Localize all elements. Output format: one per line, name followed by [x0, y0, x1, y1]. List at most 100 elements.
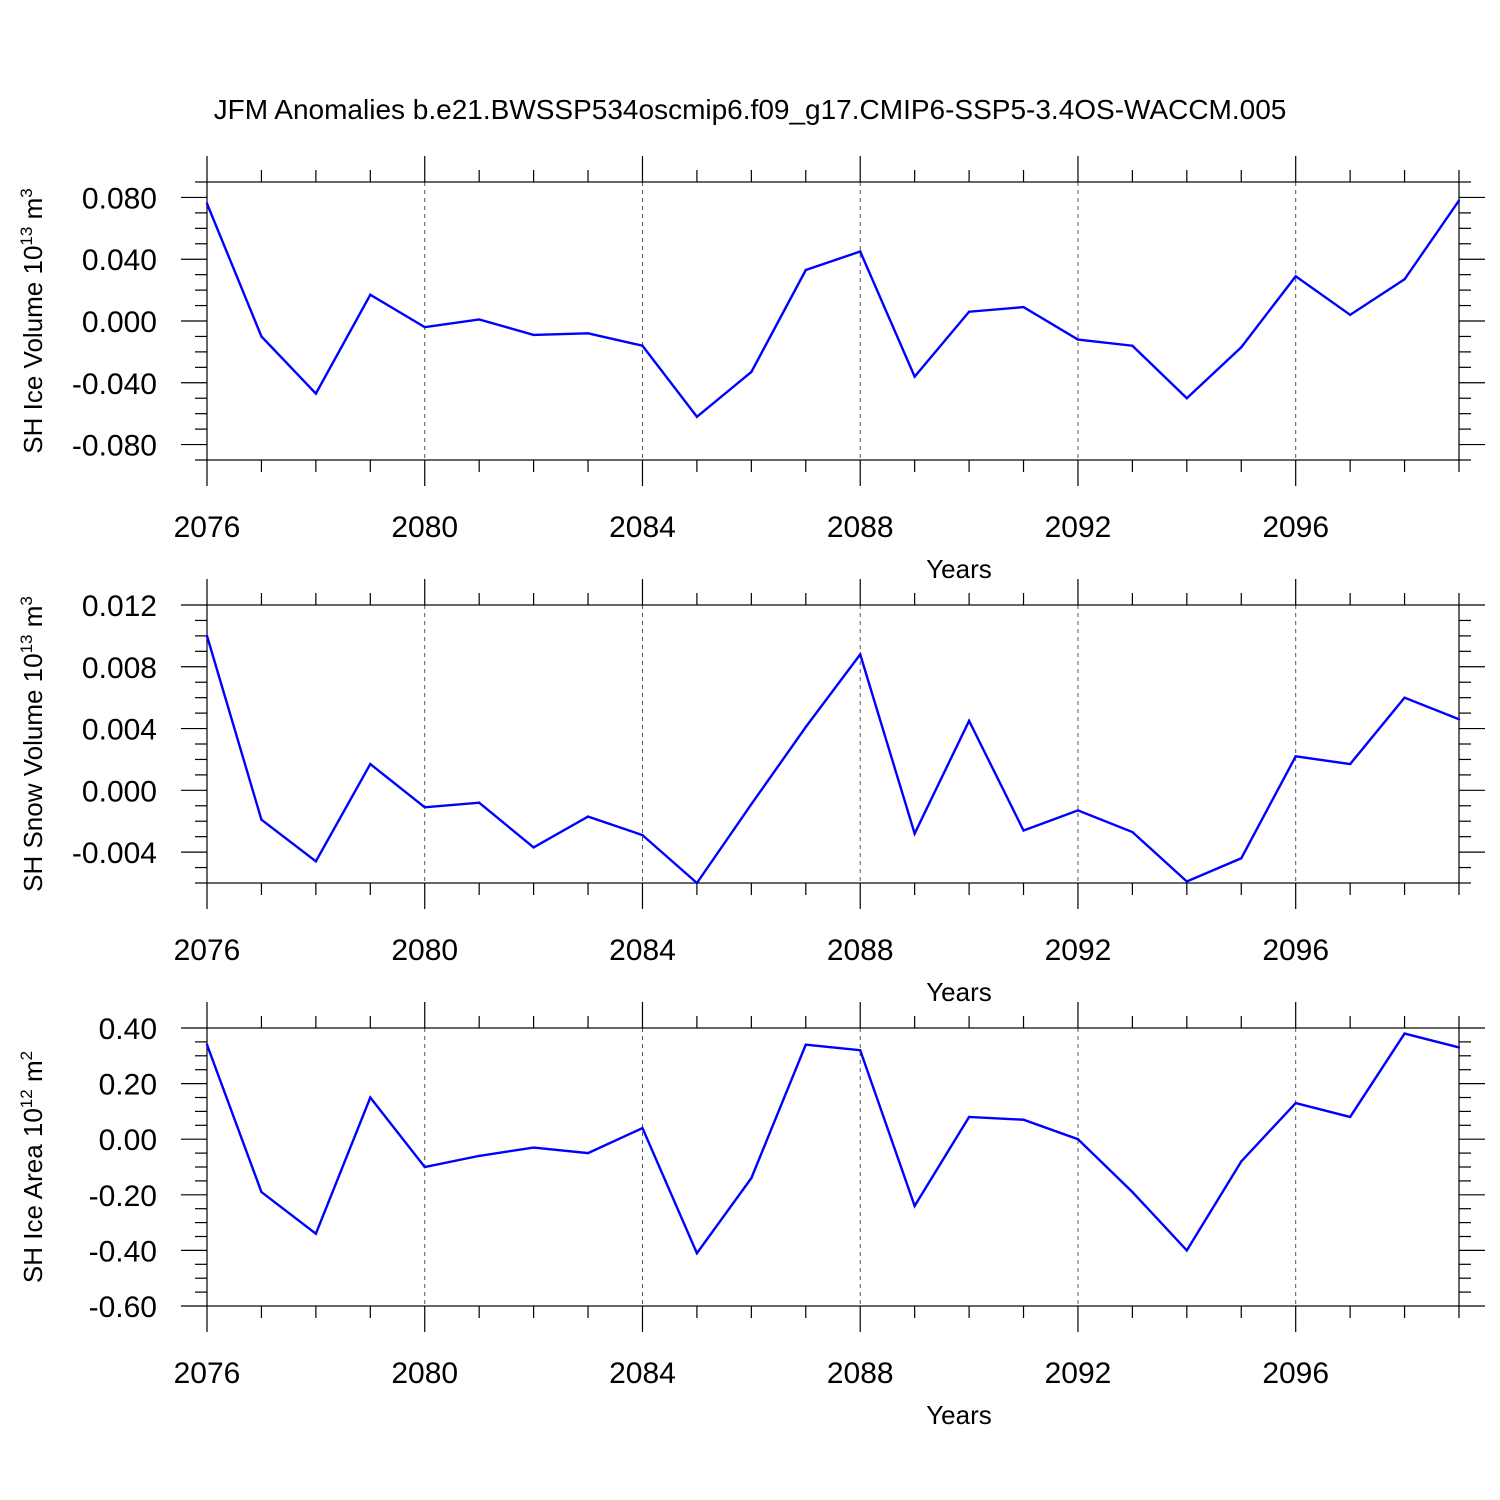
y-tick-label: 0.040 — [82, 244, 157, 277]
data-point — [205, 1043, 209, 1046]
data-point — [586, 815, 590, 818]
data-point — [859, 653, 862, 656]
y-tick-label: -0.60 — [89, 1291, 157, 1324]
plot-frame — [206, 1027, 1460, 1307]
plot-frame — [206, 181, 1460, 461]
x-tick-label: 2092 — [1045, 934, 1112, 967]
data-point — [314, 392, 318, 395]
data-point — [1403, 696, 1406, 699]
data-point — [1348, 762, 1352, 766]
y-tick-label: -0.004 — [72, 837, 157, 870]
data-point — [477, 801, 481, 804]
x-tick-label: 2092 — [1045, 1357, 1112, 1390]
x-tick-label: 2096 — [1262, 511, 1329, 544]
data-point — [1131, 344, 1134, 347]
y-tick-label: -0.080 — [72, 430, 157, 463]
data-point — [1076, 809, 1080, 812]
x-tick-label: 2080 — [391, 934, 458, 967]
data-point — [1348, 313, 1352, 317]
data-point — [1348, 1115, 1352, 1119]
x-tick-label: 2076 — [174, 1357, 241, 1390]
data-point — [1185, 397, 1189, 400]
y-tick-label: -0.20 — [89, 1180, 157, 1213]
x-axis-label: Years — [926, 554, 992, 584]
data-point — [205, 634, 209, 638]
data-point — [1185, 880, 1189, 883]
x-tick-label: 2088 — [827, 511, 894, 544]
data-point — [695, 881, 699, 885]
plot-frame — [206, 604, 1460, 884]
data-point — [205, 202, 209, 205]
chart-panel-3: 2076 2080 2084 2088 2092 2096 Years -0.60 -0.40 -… — [17, 1002, 1485, 1430]
data-point — [913, 1204, 916, 1208]
data-point — [586, 332, 590, 335]
data-point — [423, 325, 426, 329]
data-point — [423, 1165, 426, 1169]
data-point — [532, 846, 535, 849]
data-point — [260, 335, 263, 338]
data-point — [1240, 857, 1243, 860]
data-point — [750, 803, 753, 806]
data-point — [532, 333, 535, 337]
data-point — [314, 860, 318, 863]
y-tick-label: 0.008 — [82, 652, 157, 685]
data-point — [586, 1151, 590, 1155]
x-tick-label: 2088 — [827, 934, 894, 967]
data-point — [641, 344, 644, 347]
y-tick-label: 0.40 — [99, 1013, 157, 1046]
x-tick-label: 2076 — [174, 511, 241, 544]
data-point — [314, 1232, 318, 1235]
y-tick-label: 0.20 — [99, 1069, 157, 1102]
y-tick-label: -0.40 — [89, 1235, 157, 1268]
data-point — [1022, 1118, 1025, 1121]
data-point — [1022, 829, 1025, 832]
y-axis-label: SH Ice Area 1012 m2 — [17, 1051, 48, 1283]
data-point — [1294, 1101, 1297, 1105]
x-tick-label: 2080 — [391, 1357, 458, 1390]
data-point — [641, 833, 644, 837]
y-tick-label: 0.080 — [82, 182, 157, 215]
data-point — [369, 1096, 372, 1099]
data-point — [477, 318, 481, 321]
data-point — [750, 370, 753, 374]
data-point — [859, 1049, 862, 1052]
y-tick-label: 0.000 — [82, 306, 157, 339]
data-point — [804, 725, 807, 729]
series-line — [205, 635, 1460, 885]
data-point — [913, 832, 916, 835]
data-point — [369, 293, 372, 296]
y-tick-label: 0.004 — [82, 714, 157, 747]
data-point — [750, 1176, 753, 1180]
y-tick-label: -0.040 — [72, 368, 157, 401]
data-point — [532, 1146, 535, 1149]
data-point — [1022, 305, 1025, 309]
y-tick-label: 0.012 — [82, 590, 157, 623]
data-point — [1131, 1190, 1134, 1194]
x-axis-label: Years — [926, 977, 992, 1007]
data-point — [1294, 755, 1297, 758]
data-point — [477, 1154, 481, 1158]
data-point — [1403, 278, 1406, 281]
data-point — [804, 268, 807, 272]
data-point — [369, 762, 372, 766]
data-point — [1457, 718, 1461, 721]
data-point — [1076, 338, 1080, 341]
data-point — [913, 375, 916, 378]
data-point — [695, 1251, 699, 1255]
data-point — [859, 250, 862, 253]
data-point — [1131, 830, 1134, 834]
x-tick-label: 2084 — [609, 511, 676, 544]
x-tick-label: 2096 — [1262, 1357, 1329, 1390]
data-point — [1457, 199, 1461, 202]
chart-panel-2: 2076 2080 2084 2088 2092 2096 Years -0.004 0.000… — [17, 579, 1485, 1007]
x-tick-label: 2092 — [1045, 511, 1112, 544]
y-tick-label: 0.00 — [99, 1124, 157, 1157]
chart-panel-1: 2076 2080 2084 2088 2092 2096 Years -0.080 -0.04… — [17, 156, 1485, 584]
data-point — [967, 1115, 971, 1119]
data-point — [804, 1043, 807, 1046]
x-tick-label: 2084 — [609, 934, 676, 967]
data-point — [1240, 1160, 1243, 1163]
data-point — [967, 719, 971, 723]
data-point — [967, 310, 971, 313]
